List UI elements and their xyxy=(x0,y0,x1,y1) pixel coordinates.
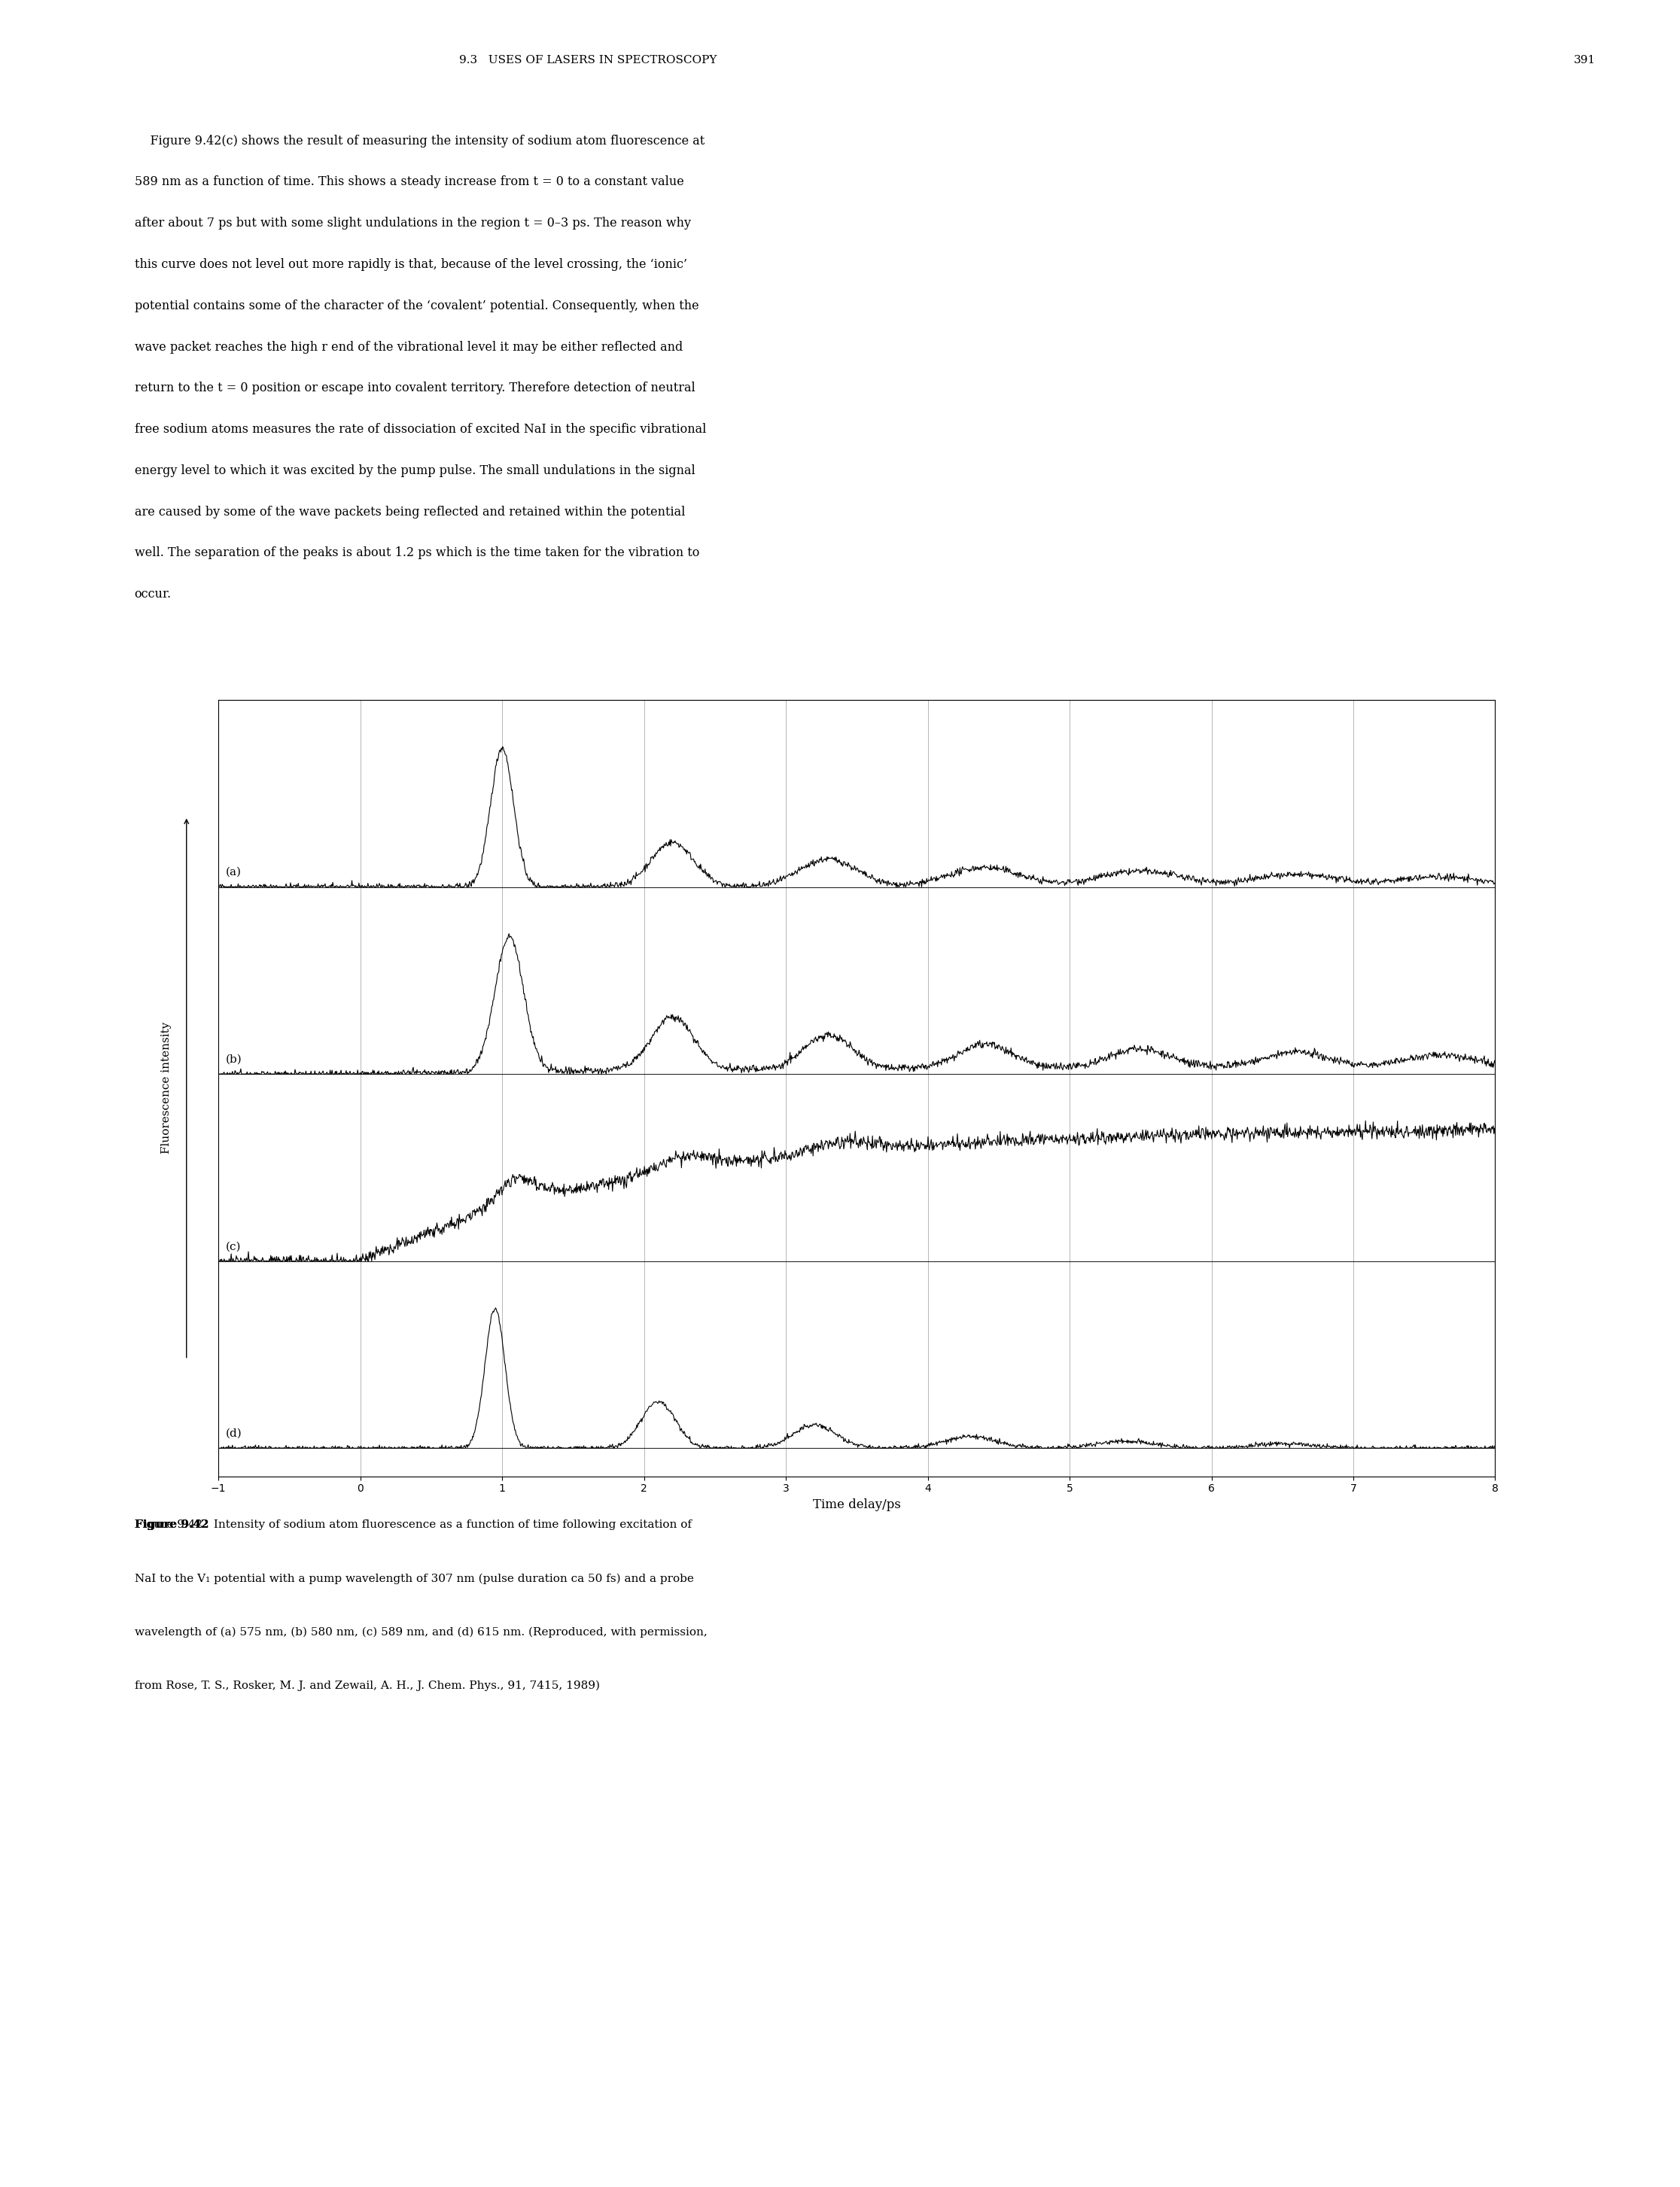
Text: 9.3   USES OF LASERS IN SPECTROSCOPY: 9.3 USES OF LASERS IN SPECTROSCOPY xyxy=(459,55,717,66)
Text: well. The separation of the peaks is about 1.2 ps which is the time taken for th: well. The separation of the peaks is abo… xyxy=(134,547,699,560)
Text: are caused by some of the wave packets being reflected and retained within the p: are caused by some of the wave packets b… xyxy=(134,505,685,518)
Text: energy level to which it was excited by the pump pulse. The small undulations in: energy level to which it was excited by … xyxy=(134,464,696,477)
Text: Figure 9.42   Intensity of sodium atom fluorescence as a function of time follow: Figure 9.42 Intensity of sodium atom flu… xyxy=(134,1520,692,1531)
Text: occur.: occur. xyxy=(134,588,171,601)
Text: (c): (c) xyxy=(225,1242,240,1251)
Text: from Rose, T. S., Rosker, M. J. and Zewail, A. H., J. Chem. Phys., 91, 7415, 198: from Rose, T. S., Rosker, M. J. and Zewa… xyxy=(134,1680,600,1691)
Text: (a): (a) xyxy=(225,866,242,877)
Text: Fluorescence intensity: Fluorescence intensity xyxy=(161,1021,171,1155)
Text: NaI to the V₁ potential with a pump wavelength of 307 nm (pulse duration ca 50 f: NaI to the V₁ potential with a pump wave… xyxy=(134,1572,694,1583)
Text: Figure 9.42(c) shows the result of measuring the intensity of sodium atom fluore: Figure 9.42(c) shows the result of measu… xyxy=(134,133,704,147)
X-axis label: Time delay/ps: Time delay/ps xyxy=(813,1498,900,1511)
Text: 391: 391 xyxy=(1574,55,1596,66)
Text: (b): (b) xyxy=(225,1054,242,1065)
Text: free sodium atoms measures the rate of dissociation of excited NaI in the specif: free sodium atoms measures the rate of d… xyxy=(134,422,706,435)
Text: potential contains some of the character of the ‘covalent’ potential. Consequent: potential contains some of the character… xyxy=(134,300,699,313)
Text: return to the t = 0 position or escape into covalent territory. Therefore detect: return to the t = 0 position or escape i… xyxy=(134,383,696,394)
Text: Figure 9.42: Figure 9.42 xyxy=(134,1520,208,1531)
Text: wave packet reaches the high r end of the vibrational level it may be either ref: wave packet reaches the high r end of th… xyxy=(134,341,682,354)
Text: this curve does not level out more rapidly is that, because of the level crossin: this curve does not level out more rapid… xyxy=(134,258,687,271)
Text: (d): (d) xyxy=(225,1428,242,1439)
Text: wavelength of (a) 575 nm, (b) 580 nm, (c) 589 nm, and (d) 615 nm. (Reproduced, w: wavelength of (a) 575 nm, (b) 580 nm, (c… xyxy=(134,1627,707,1638)
Text: 589 nm as a function of time. This shows a steady increase from t = 0 to a const: 589 nm as a function of time. This shows… xyxy=(134,175,684,188)
Text: after about 7 ps but with some slight undulations in the region t = 0–3 ps. The : after about 7 ps but with some slight un… xyxy=(134,217,690,230)
Text: Figure 9.42: Figure 9.42 xyxy=(134,1520,208,1531)
